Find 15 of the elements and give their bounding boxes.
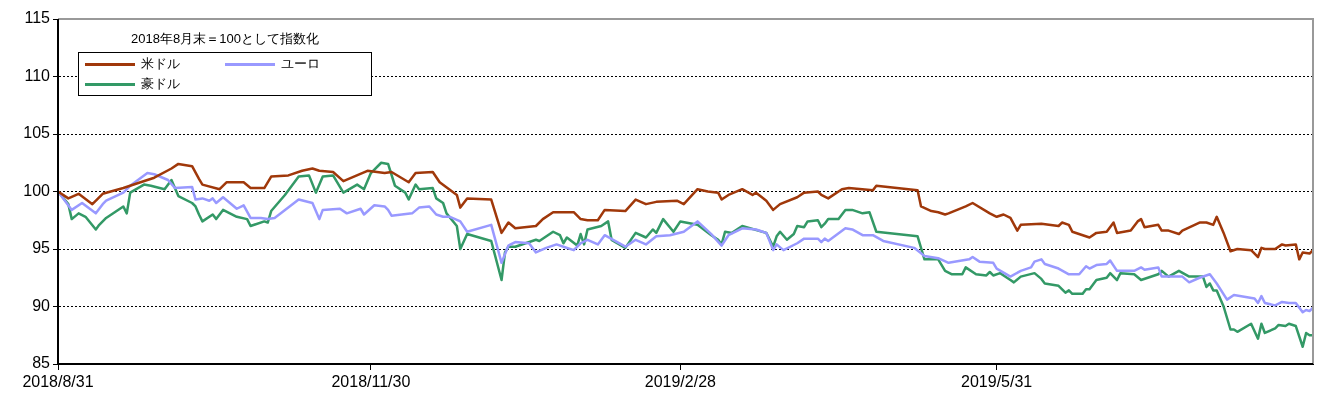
y-tick-label: 90 — [32, 296, 51, 314]
x-tick-label: 2018/8/31 — [22, 373, 94, 391]
x-tick-label: 2018/11/30 — [331, 373, 411, 391]
y-tick-label: 115 — [24, 9, 51, 27]
legend-title: 2018年8月末＝100として指数化 — [130, 30, 320, 48]
y-tick-label: 105 — [23, 124, 51, 142]
legend-label: 豪ドル — [141, 75, 180, 93]
legend-label: 米ドル — [141, 55, 180, 73]
y-tick-label: 85 — [32, 354, 51, 372]
y-tick-label: 95 — [32, 239, 51, 257]
y-tick-label: 110 — [24, 66, 51, 84]
x-tick-label: 2019/5/31 — [961, 373, 1033, 391]
y-tick-label: 100 — [23, 181, 51, 199]
legend-label: ユーロ — [281, 55, 320, 73]
x-tick-label: 2019/2/28 — [644, 373, 717, 391]
